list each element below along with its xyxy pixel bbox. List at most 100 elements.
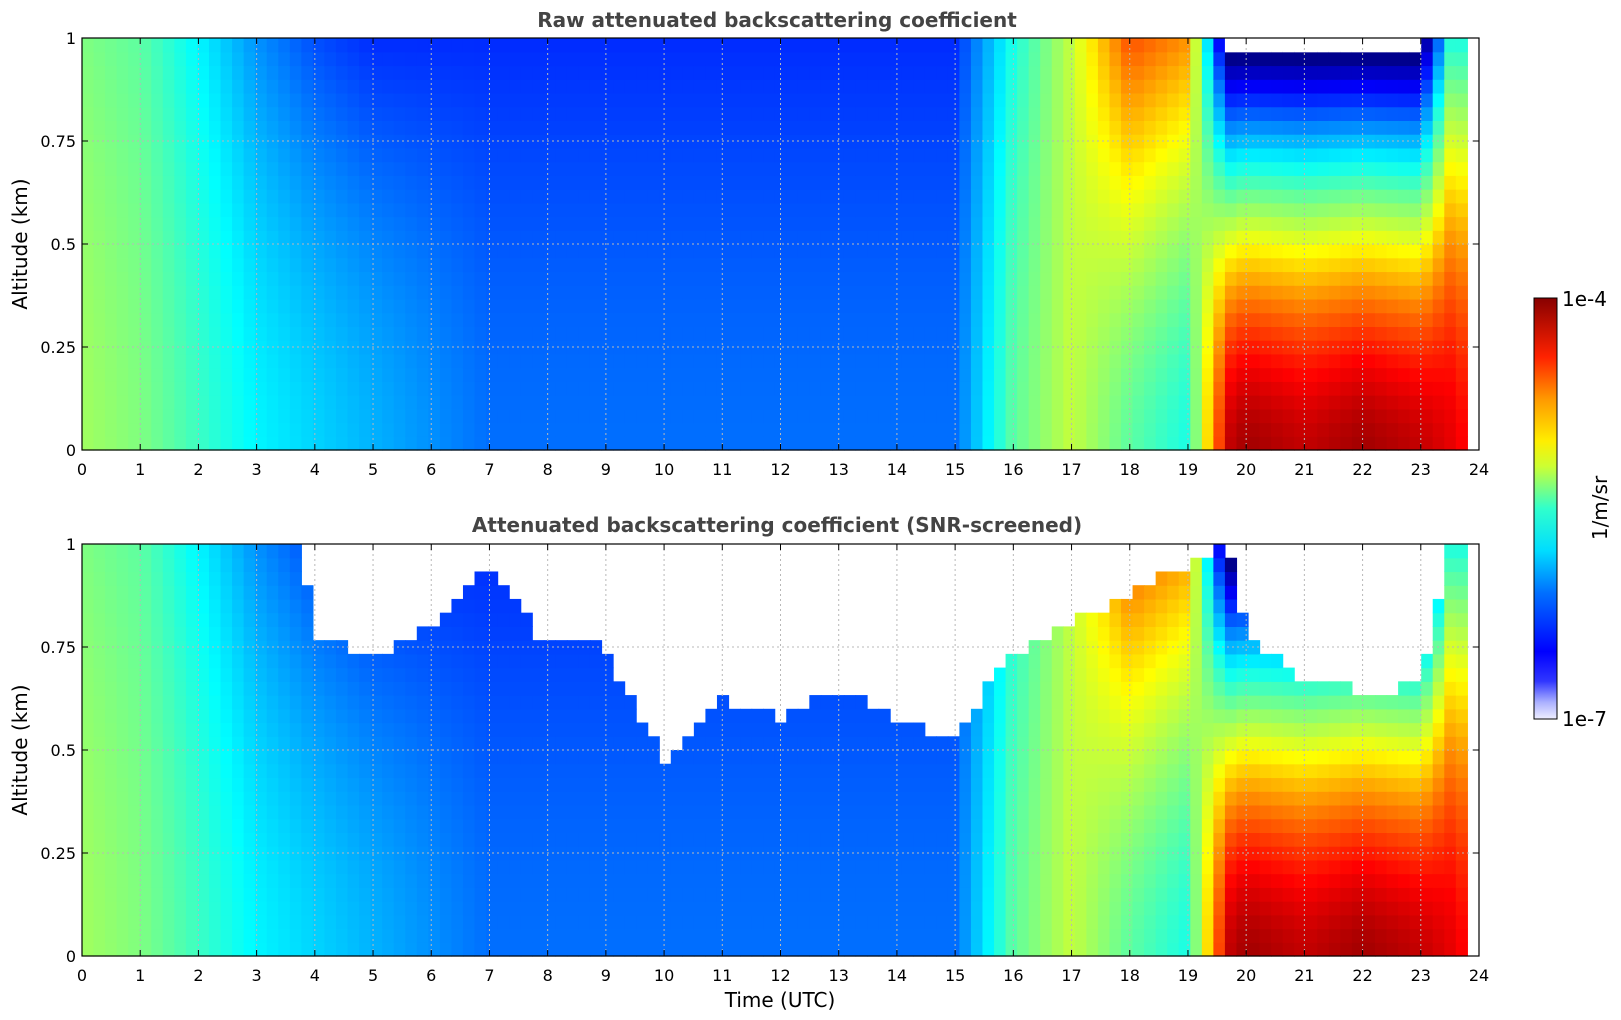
heatmap-cell bbox=[555, 189, 568, 204]
heatmap-cell bbox=[382, 681, 395, 696]
heatmap-cell bbox=[670, 257, 683, 273]
heatmap-cell bbox=[370, 79, 383, 94]
heatmap-cell bbox=[613, 777, 626, 792]
heatmap-cell bbox=[1363, 422, 1376, 437]
heatmap-cell bbox=[255, 942, 268, 957]
heatmap-cell bbox=[1259, 395, 1272, 410]
heatmap-cell bbox=[1432, 298, 1445, 314]
heatmap-cell bbox=[105, 298, 118, 314]
heatmap-cell bbox=[1224, 408, 1238, 424]
heatmap-cell bbox=[578, 340, 591, 355]
heatmap-cell bbox=[1005, 175, 1018, 190]
heatmap-cell bbox=[797, 202, 810, 218]
heatmap-cell bbox=[105, 846, 118, 861]
heatmap-cell bbox=[855, 340, 868, 355]
heatmap-cell bbox=[278, 736, 291, 751]
heatmap-cell bbox=[994, 353, 1007, 369]
heatmap-cell bbox=[289, 846, 302, 861]
heatmap-cell bbox=[878, 367, 891, 382]
heatmap-cell bbox=[1282, 244, 1295, 259]
heatmap-cell bbox=[393, 859, 406, 875]
heatmap-cell bbox=[1121, 312, 1134, 327]
heatmap-cell bbox=[405, 901, 418, 916]
heatmap-cell bbox=[393, 257, 406, 273]
heatmap-cell bbox=[462, 928, 476, 943]
heatmap-cell bbox=[139, 750, 152, 765]
heatmap-cell bbox=[82, 79, 95, 94]
heatmap-cell bbox=[867, 353, 880, 369]
heatmap-cell bbox=[1097, 92, 1111, 108]
heatmap-cell bbox=[486, 65, 499, 80]
heatmap-cell bbox=[1444, 65, 1457, 80]
heatmap-cell bbox=[393, 887, 406, 902]
heatmap-cell bbox=[428, 257, 441, 273]
heatmap-cell bbox=[532, 708, 545, 724]
heatmap-cell bbox=[82, 367, 95, 382]
y-axis-ticks-raw: 00.250.50.751 bbox=[40, 29, 1479, 460]
heatmap-cell bbox=[1409, 189, 1422, 204]
heatmap-cell bbox=[405, 436, 418, 451]
heatmap-cell bbox=[1398, 51, 1411, 67]
heatmap-cell bbox=[589, 763, 603, 779]
heatmap-cell bbox=[1109, 216, 1122, 231]
heatmap-cell bbox=[1421, 312, 1434, 327]
heatmap-cell bbox=[913, 244, 926, 259]
heatmap-cell bbox=[901, 436, 914, 451]
heatmap-cell bbox=[936, 326, 949, 341]
heatmap-cell bbox=[716, 395, 730, 410]
heatmap-cell bbox=[1386, 381, 1399, 396]
heatmap-cell bbox=[820, 38, 833, 53]
heatmap-cell bbox=[509, 598, 522, 614]
heatmap-cell bbox=[716, 92, 730, 108]
heatmap-cell bbox=[1144, 244, 1157, 259]
heatmap-cell bbox=[1375, 202, 1388, 218]
heatmap-cell bbox=[820, 79, 833, 94]
heatmap-cell bbox=[232, 189, 245, 204]
heatmap-cell bbox=[601, 832, 614, 847]
heatmap-cell bbox=[1063, 202, 1076, 218]
heatmap-cell bbox=[428, 381, 441, 396]
heatmap-cell bbox=[497, 51, 510, 67]
heatmap-cell bbox=[405, 395, 418, 410]
heatmap-cell bbox=[197, 216, 210, 231]
heatmap-cell bbox=[116, 626, 129, 641]
heatmap-cell bbox=[1328, 189, 1341, 204]
heatmap-cell bbox=[1190, 340, 1203, 355]
heatmap-cell bbox=[174, 353, 187, 369]
heatmap-cell bbox=[105, 873, 118, 888]
heatmap-cell bbox=[185, 859, 199, 875]
heatmap-cell bbox=[139, 626, 152, 641]
heatmap-cell bbox=[589, 216, 603, 231]
heatmap-cell bbox=[462, 818, 476, 833]
heatmap-cell bbox=[162, 901, 175, 916]
heatmap-cell bbox=[924, 161, 937, 176]
heatmap-cell bbox=[208, 285, 222, 300]
heatmap-cell bbox=[393, 914, 406, 930]
heatmap-cell bbox=[601, 422, 614, 437]
heatmap-cell bbox=[532, 901, 545, 916]
heatmap-cell bbox=[439, 887, 453, 902]
heatmap-cell bbox=[589, 326, 603, 341]
heatmap-cell bbox=[924, 298, 937, 314]
heatmap-cell bbox=[428, 832, 441, 847]
heatmap-cell bbox=[843, 51, 857, 67]
heatmap-cell bbox=[393, 804, 406, 820]
heatmap-cell bbox=[947, 147, 960, 163]
heatmap-cell bbox=[220, 901, 233, 916]
heatmap-cell bbox=[1132, 106, 1145, 121]
heatmap-cell bbox=[913, 312, 926, 327]
heatmap-cell bbox=[439, 202, 453, 218]
heatmap-cell bbox=[555, 175, 568, 190]
heatmap-cell bbox=[497, 708, 510, 724]
heatmap-cell bbox=[1351, 353, 1365, 369]
heatmap-cell bbox=[555, 887, 568, 902]
heatmap-cell bbox=[1375, 340, 1388, 355]
heatmap-cell bbox=[520, 38, 533, 53]
heatmap-cell bbox=[197, 175, 210, 190]
heatmap-cell bbox=[740, 175, 753, 190]
heatmap-cell bbox=[1386, 189, 1399, 204]
heatmap-cell bbox=[1421, 161, 1434, 176]
heatmap-cell bbox=[128, 244, 141, 259]
heatmap-cell bbox=[728, 367, 741, 382]
heatmap-cell bbox=[578, 216, 591, 231]
